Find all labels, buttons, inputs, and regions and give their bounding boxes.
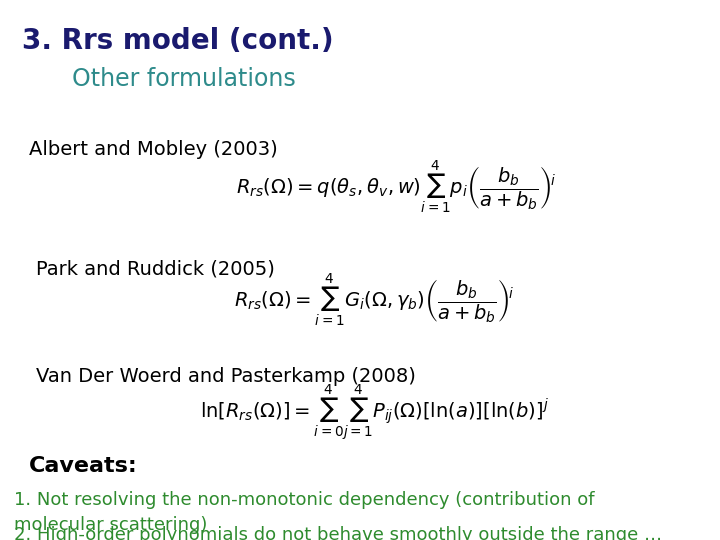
Text: $\ln\!\left[R_{rs}(\Omega)\right] = \sum_{i=0}^{4}\sum_{j=1}^{4} P_{ij}(\Omega)[: $\ln\!\left[R_{rs}(\Omega)\right] = \sum… [200,383,549,443]
Text: Albert and Mobley (2003): Albert and Mobley (2003) [29,140,277,159]
Text: 2. High-order polynomials do not behave smoothly outside the range …: 2. High-order polynomials do not behave … [14,526,662,540]
Text: 3. Rrs model (cont.): 3. Rrs model (cont.) [22,27,333,55]
Text: 1. Not resolving the non-monotonic dependency (contribution of
molecular scatter: 1. Not resolving the non-monotonic depen… [14,491,595,535]
Text: $R_{rs}(\Omega) = q(\theta_s, \theta_v, w)\sum_{i=1}^{4} p_i\left(\dfrac{b_b}{a : $R_{rs}(\Omega) = q(\theta_s, \theta_v, … [236,158,556,215]
Text: Caveats:: Caveats: [29,456,138,476]
Text: Other formulations: Other formulations [72,68,296,91]
Text: Van Der Woerd and Pasterkamp (2008): Van Der Woerd and Pasterkamp (2008) [36,367,416,386]
Text: $R_{rs}(\Omega) = \sum_{i=1}^{4} G_i(\Omega, \gamma_b)\left(\dfrac{b_b}{a + b_b}: $R_{rs}(\Omega) = \sum_{i=1}^{4} G_i(\Om… [235,271,514,328]
Text: Park and Ruddick (2005): Park and Ruddick (2005) [36,259,275,278]
